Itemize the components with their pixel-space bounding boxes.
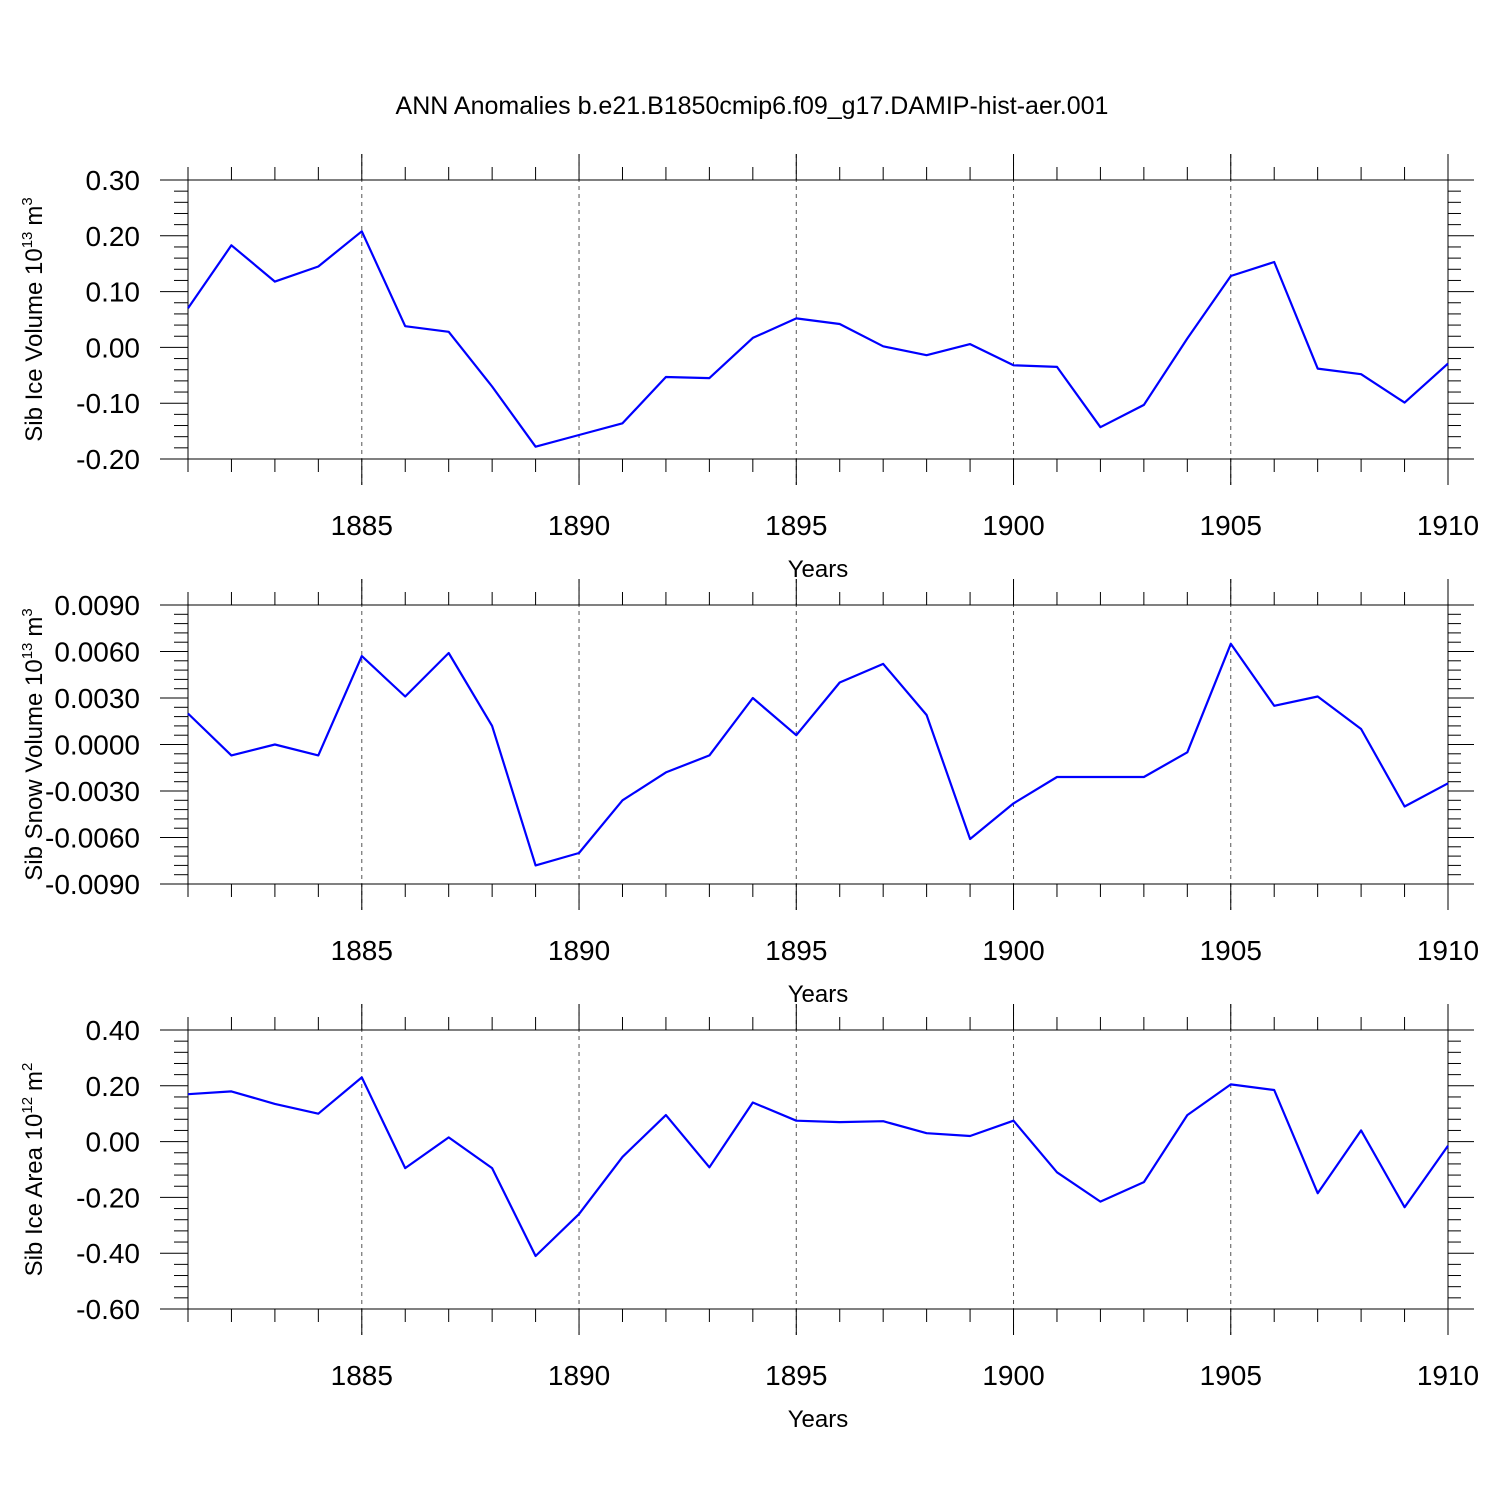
x-axis-title: Years bbox=[788, 1406, 849, 1433]
x-axis-title: Years bbox=[788, 556, 849, 583]
ytick-label: 0.20 bbox=[86, 221, 141, 252]
xtick-label: 1910 bbox=[1417, 510, 1479, 541]
ytick-label: 0.30 bbox=[86, 165, 141, 196]
ytick-label: -0.20 bbox=[76, 1182, 140, 1213]
ytick-label: -0.20 bbox=[76, 444, 140, 475]
ytick-label: 0.0030 bbox=[54, 683, 140, 714]
ytick-label: 0.10 bbox=[86, 277, 141, 308]
xtick-label: 1895 bbox=[765, 935, 827, 966]
series-line-2 bbox=[187, 642, 1449, 867]
y-axis-title: Sib Ice Volume 1013m3 bbox=[19, 197, 48, 441]
ytick-label: 0.00 bbox=[86, 1127, 141, 1158]
xtick-label: 1885 bbox=[331, 935, 393, 966]
xtick-label: 1900 bbox=[982, 510, 1044, 541]
ytick-label: 0.0060 bbox=[54, 637, 140, 668]
xtick-label: 1900 bbox=[982, 935, 1044, 966]
y-axis-title: Sib Snow Volume 1013m3 bbox=[19, 608, 48, 881]
ytick-label: -0.0090 bbox=[45, 869, 140, 900]
xtick-label: 1910 bbox=[1417, 935, 1479, 966]
xtick-label: 1890 bbox=[548, 510, 610, 541]
xtick-label: 1910 bbox=[1417, 1360, 1479, 1391]
ytick-label: 0.0090 bbox=[54, 590, 140, 621]
series-line-3 bbox=[187, 1076, 1449, 1258]
x-axis-title: Years bbox=[788, 981, 849, 1008]
panel-3: 0.40 0.20 0.00 -0.20 -0.40 -0.60 1885 1890 1895 1… bbox=[19, 1004, 1479, 1433]
xtick-label: 1890 bbox=[548, 1360, 610, 1391]
xtick-label: 1900 bbox=[982, 1360, 1044, 1391]
xtick-label: 1895 bbox=[765, 1360, 827, 1391]
ytick-label: -0.40 bbox=[76, 1238, 140, 1269]
xtick-label: 1885 bbox=[331, 510, 393, 541]
xtick-label: 1890 bbox=[548, 935, 610, 966]
xtick-label: 1905 bbox=[1200, 510, 1262, 541]
ytick-label: -0.0030 bbox=[45, 776, 140, 807]
xtick-label: 1895 bbox=[765, 510, 827, 541]
ytick-label: -0.60 bbox=[76, 1294, 140, 1325]
panel-1: 0.30 0.20 0.10 0.00 -0.10 -0.20 1885 1890 1895 19… bbox=[19, 154, 1479, 583]
xtick-label: 1905 bbox=[1200, 1360, 1262, 1391]
ytick-label: 0.00 bbox=[86, 332, 141, 363]
ytick-label: 0.40 bbox=[86, 1015, 141, 1046]
xtick-label: 1905 bbox=[1200, 935, 1262, 966]
series-line-1 bbox=[187, 230, 1449, 448]
ytick-label: 0.20 bbox=[86, 1071, 141, 1102]
xtick-label: 1885 bbox=[331, 1360, 393, 1391]
figure-title: ANN Anomalies b.e21.B1850cmip6.f09_g17.D… bbox=[396, 92, 1109, 120]
y-axis-title: Sib Ice Area 1012m2 bbox=[19, 1063, 48, 1277]
ytick-label: 0.0000 bbox=[54, 730, 140, 761]
ytick-label: -0.10 bbox=[76, 388, 140, 419]
panel-2: 0.0090 0.0060 0.0030 0.0000 -0.0030 -0.0060 -0… bbox=[19, 579, 1479, 1008]
ytick-label: -0.0060 bbox=[45, 823, 140, 854]
